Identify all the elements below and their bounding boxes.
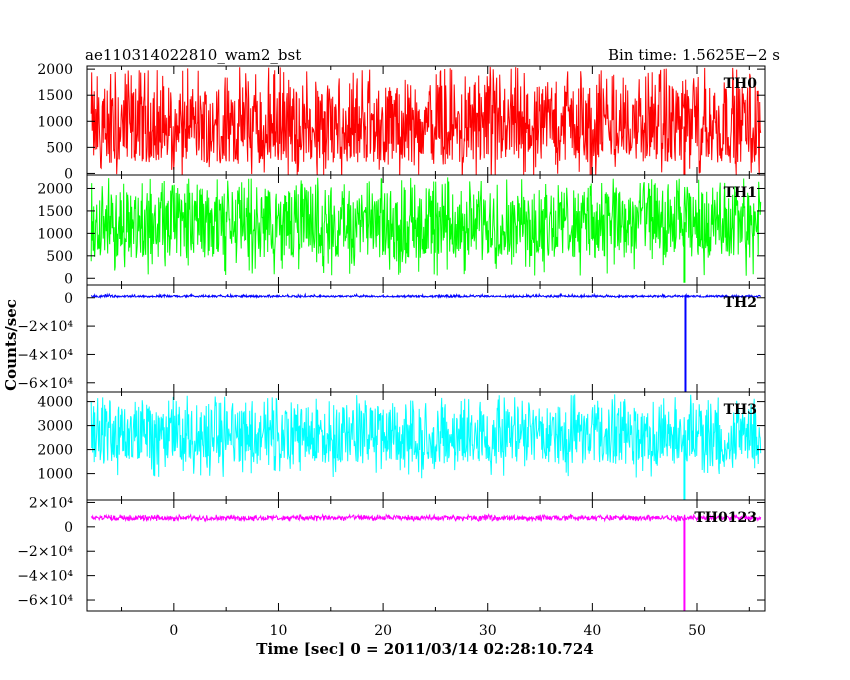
series-line-th0 (90, 66, 762, 175)
panel-label-th1: TH1 (724, 185, 757, 201)
y-tick-label: −2×10⁴ (17, 319, 73, 335)
y-tick-label: −6×10⁴ (17, 376, 73, 392)
x-tick-label: 10 (270, 623, 288, 639)
panel-label-th0: TH0 (724, 76, 758, 92)
panel-th3: 1000 2000 3000 4000 TH3 (37, 391, 766, 501)
y-tick-label: 0 (64, 271, 73, 287)
x-axis-label: Time [sec] 0 = 2011/03/14 02:28:10.724 (256, 640, 593, 658)
panel-label-th0123: TH0123 (694, 510, 757, 526)
panel-th2: 0 −2×10⁴ −4×10⁴ −6×10⁴ TH2 (17, 284, 766, 393)
panel-frame (86, 499, 766, 612)
y-tick-label: −6×10⁴ (17, 593, 73, 609)
panel-frame (86, 284, 766, 393)
y-tick-label: 1000 (37, 114, 73, 130)
y-tick-label: 1500 (37, 88, 73, 104)
y-tick-label: 2000 (37, 181, 73, 197)
x-tick-label: 0 (169, 623, 178, 639)
y-tick-label: 2000 (37, 62, 73, 78)
panel-label-th2: TH2 (724, 295, 757, 311)
chart-title: ae110314022810_wam2_bst (85, 46, 301, 64)
series-line-th3 (90, 394, 762, 479)
panel-th0123: 2×10⁴ 0 −2×10⁴ −4×10⁴ −6×10⁴ TH0123 (17, 495, 766, 612)
x-tick-label: 20 (374, 623, 392, 639)
y-tick-label: −4×10⁴ (17, 569, 73, 585)
series-line-th2 (91, 292, 761, 300)
y-tick-label: 0 (64, 291, 73, 307)
y-tick-label: 4000 (37, 395, 73, 411)
bin-time-label: Bin time: 1.5625E−2 s (608, 46, 780, 64)
y-tick-label: −2×10⁴ (17, 544, 73, 560)
y-tick-label: −4×10⁴ (17, 347, 73, 363)
series-line-th0123 (90, 513, 762, 523)
y-tick-label: 2000 (37, 443, 73, 459)
y-tick-label: 3000 (37, 419, 73, 435)
y-tick-label: 1500 (37, 204, 73, 220)
y-tick-label: 1000 (37, 467, 73, 483)
x-tick-label: 40 (583, 623, 601, 639)
y-tick-label: 0 (64, 166, 73, 182)
series-line-th1 (90, 177, 762, 276)
y-tick-label: 0 (64, 520, 73, 536)
panel-th1: 0 500 1000 1500 2000 TH1 (37, 174, 766, 287)
x-tick-label: 50 (688, 623, 706, 639)
y-axis-label: Counts/sec (2, 299, 20, 391)
panel-th0: 0 500 1000 1500 2000 TH0 (37, 62, 766, 182)
y-tick-label: 1000 (37, 226, 73, 242)
y-tick-label: 500 (46, 140, 73, 156)
x-tick-label: 30 (479, 623, 497, 639)
panel-label-th3: TH3 (724, 402, 757, 418)
y-tick-label: 2×10⁴ (29, 495, 73, 511)
y-tick-label: 500 (46, 249, 73, 265)
